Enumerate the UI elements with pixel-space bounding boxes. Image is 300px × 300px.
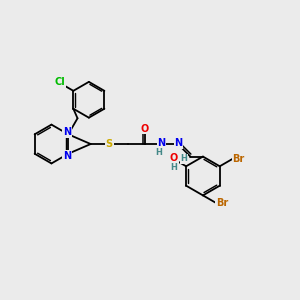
- Text: Br: Br: [216, 198, 228, 208]
- Text: Cl: Cl: [54, 77, 65, 88]
- Text: N: N: [158, 138, 166, 148]
- Text: N: N: [63, 151, 71, 161]
- Text: O: O: [141, 124, 149, 134]
- Text: H: H: [156, 148, 163, 157]
- Text: N: N: [174, 138, 182, 148]
- Text: Br: Br: [232, 154, 245, 164]
- Text: S: S: [106, 139, 113, 149]
- Text: H: H: [180, 154, 187, 164]
- Text: O: O: [170, 153, 178, 164]
- Text: N: N: [63, 127, 71, 137]
- Text: H: H: [170, 163, 177, 172]
